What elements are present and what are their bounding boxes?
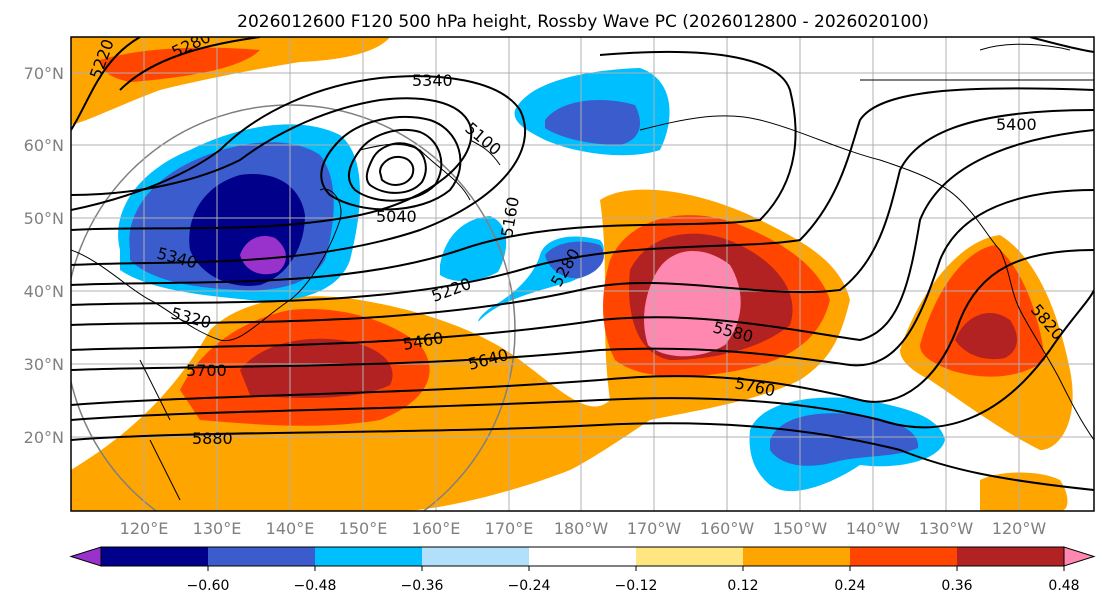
longitude-tick-label: 130°E (193, 519, 242, 538)
map-gridlines (71, 37, 1094, 511)
colorbar-tick-label: −0.48 (294, 578, 337, 594)
longitude-tick-label: 150°W (773, 519, 828, 538)
map-frame (70, 36, 1095, 512)
longitude-tick-label: 180°W (554, 519, 609, 538)
latitude-tick-label: 70°N (24, 64, 64, 83)
contour-nw-5280 (1029, 37, 1094, 53)
latitude-tick-label: 30°N (24, 355, 64, 374)
positive-anomaly-southeast (980, 472, 1068, 511)
colorbar-segment (101, 547, 209, 566)
colorbar-tick-label: −0.24 (508, 578, 551, 594)
longitude-tick-label: 130°W (919, 519, 974, 538)
longitude-tick-label: 120°E (120, 519, 169, 538)
contour-5640 (71, 129, 1094, 351)
latitude-tick-label: 20°N (24, 428, 64, 447)
colorbar-segment (636, 547, 744, 566)
colorbar-segment (850, 547, 958, 566)
colorbar-segment (957, 547, 1065, 566)
colorbar-extend-low (69, 546, 102, 567)
contour-label: 5400 (996, 115, 1037, 134)
contour-label: 5700 (186, 361, 227, 380)
coastline-kamchatka (359, 139, 501, 201)
colorbar-tick-label: −0.60 (187, 578, 230, 594)
colorbar-tick-label: 0.12 (727, 578, 758, 594)
contour-label: 5040 (376, 207, 417, 226)
contour-5280 (71, 97, 473, 231)
longitude-tick-label: 170°E (485, 519, 534, 538)
longitude-tick-label: 140°W (846, 519, 901, 538)
longitude-tick-label: 140°E (266, 519, 315, 538)
latitude-labels: 70°N 60°N 50°N 40°N 30°N 20°N (24, 64, 64, 447)
colorbar-tick-label: −0.12 (615, 578, 658, 594)
negative-anomaly-dateline-core (545, 241, 604, 279)
longitude-labels: 120°E 130°E 140°E 150°E 160°E 170°E 180°W 170°W… (120, 519, 1047, 538)
longitude-tick-label: 160°E (412, 519, 461, 538)
negative-anomaly-kamchatka (440, 216, 507, 282)
latitude-tick-label: 50°N (24, 209, 64, 228)
negative-anomaly-bering-core (545, 100, 640, 145)
contour-5700 (71, 189, 1094, 371)
longitude-tick-label: 160°W (700, 519, 755, 538)
positive-anomaly-central-pacific-peak (644, 251, 741, 357)
contour-5100 (365, 142, 427, 194)
latitude-tick-label: 60°N (24, 136, 64, 155)
colorbar-frame (100, 546, 1065, 567)
colorbar-segment (743, 547, 851, 566)
contour-5340 (71, 75, 526, 266)
contour-5460 (71, 87, 1094, 306)
coastline-alaska (639, 115, 1094, 441)
contour-5760 (71, 249, 1094, 406)
positive-anomaly-west-pacific-core (240, 338, 393, 398)
colorbar-tick-label: 0.48 (1048, 578, 1079, 594)
positive-anomaly-west-coast-core (955, 312, 1017, 360)
contour-arctic-5220 (71, 37, 141, 131)
colorbar-segment (529, 547, 637, 566)
coastline-arctic (860, 43, 1094, 81)
height-contours (71, 37, 1094, 491)
colorbar-segment (208, 547, 316, 566)
latitude-tick-label: 40°N (24, 282, 64, 301)
colorbar: −0.60 −0.48 −0.36 −0.24 −0.12 0.12 0.24 0.36 0.4… (69, 546, 1096, 594)
colorbar-extend-high (1063, 546, 1096, 567)
contour-label: 5340 (412, 71, 453, 90)
map-area: 5220 5280 5340 5400 5100 5040 5160 5340 … (71, 37, 1094, 511)
colorbar-segment (315, 547, 423, 566)
colorbar-tick-label: 0.24 (834, 578, 865, 594)
colorbar-tick-label: −0.36 (401, 578, 444, 594)
contour-5160 (348, 129, 443, 202)
contour-label: 5880 (192, 429, 233, 448)
contour-5220 (320, 115, 462, 211)
contour-5580 (71, 109, 1094, 326)
contour-5400 (71, 50, 797, 286)
longitude-tick-label: 120°W (992, 519, 1047, 538)
longitude-tick-label: 170°W (627, 519, 682, 538)
colorbar-tick-label: 0.36 (941, 578, 972, 594)
negative-anomaly-subtropical-core (770, 413, 919, 466)
contour-5820 (71, 289, 1094, 429)
contour-5880 (71, 422, 1094, 491)
colorbar-segment (422, 547, 530, 566)
contour-arctic-5280 (119, 37, 261, 91)
figure-title: 2026012600 F120 500 hPa height, Rossby W… (237, 12, 929, 32)
contour-5040 (378, 155, 415, 186)
negative-anomaly-siberia-peak (240, 235, 286, 275)
longitude-tick-label: 150°E (339, 519, 388, 538)
